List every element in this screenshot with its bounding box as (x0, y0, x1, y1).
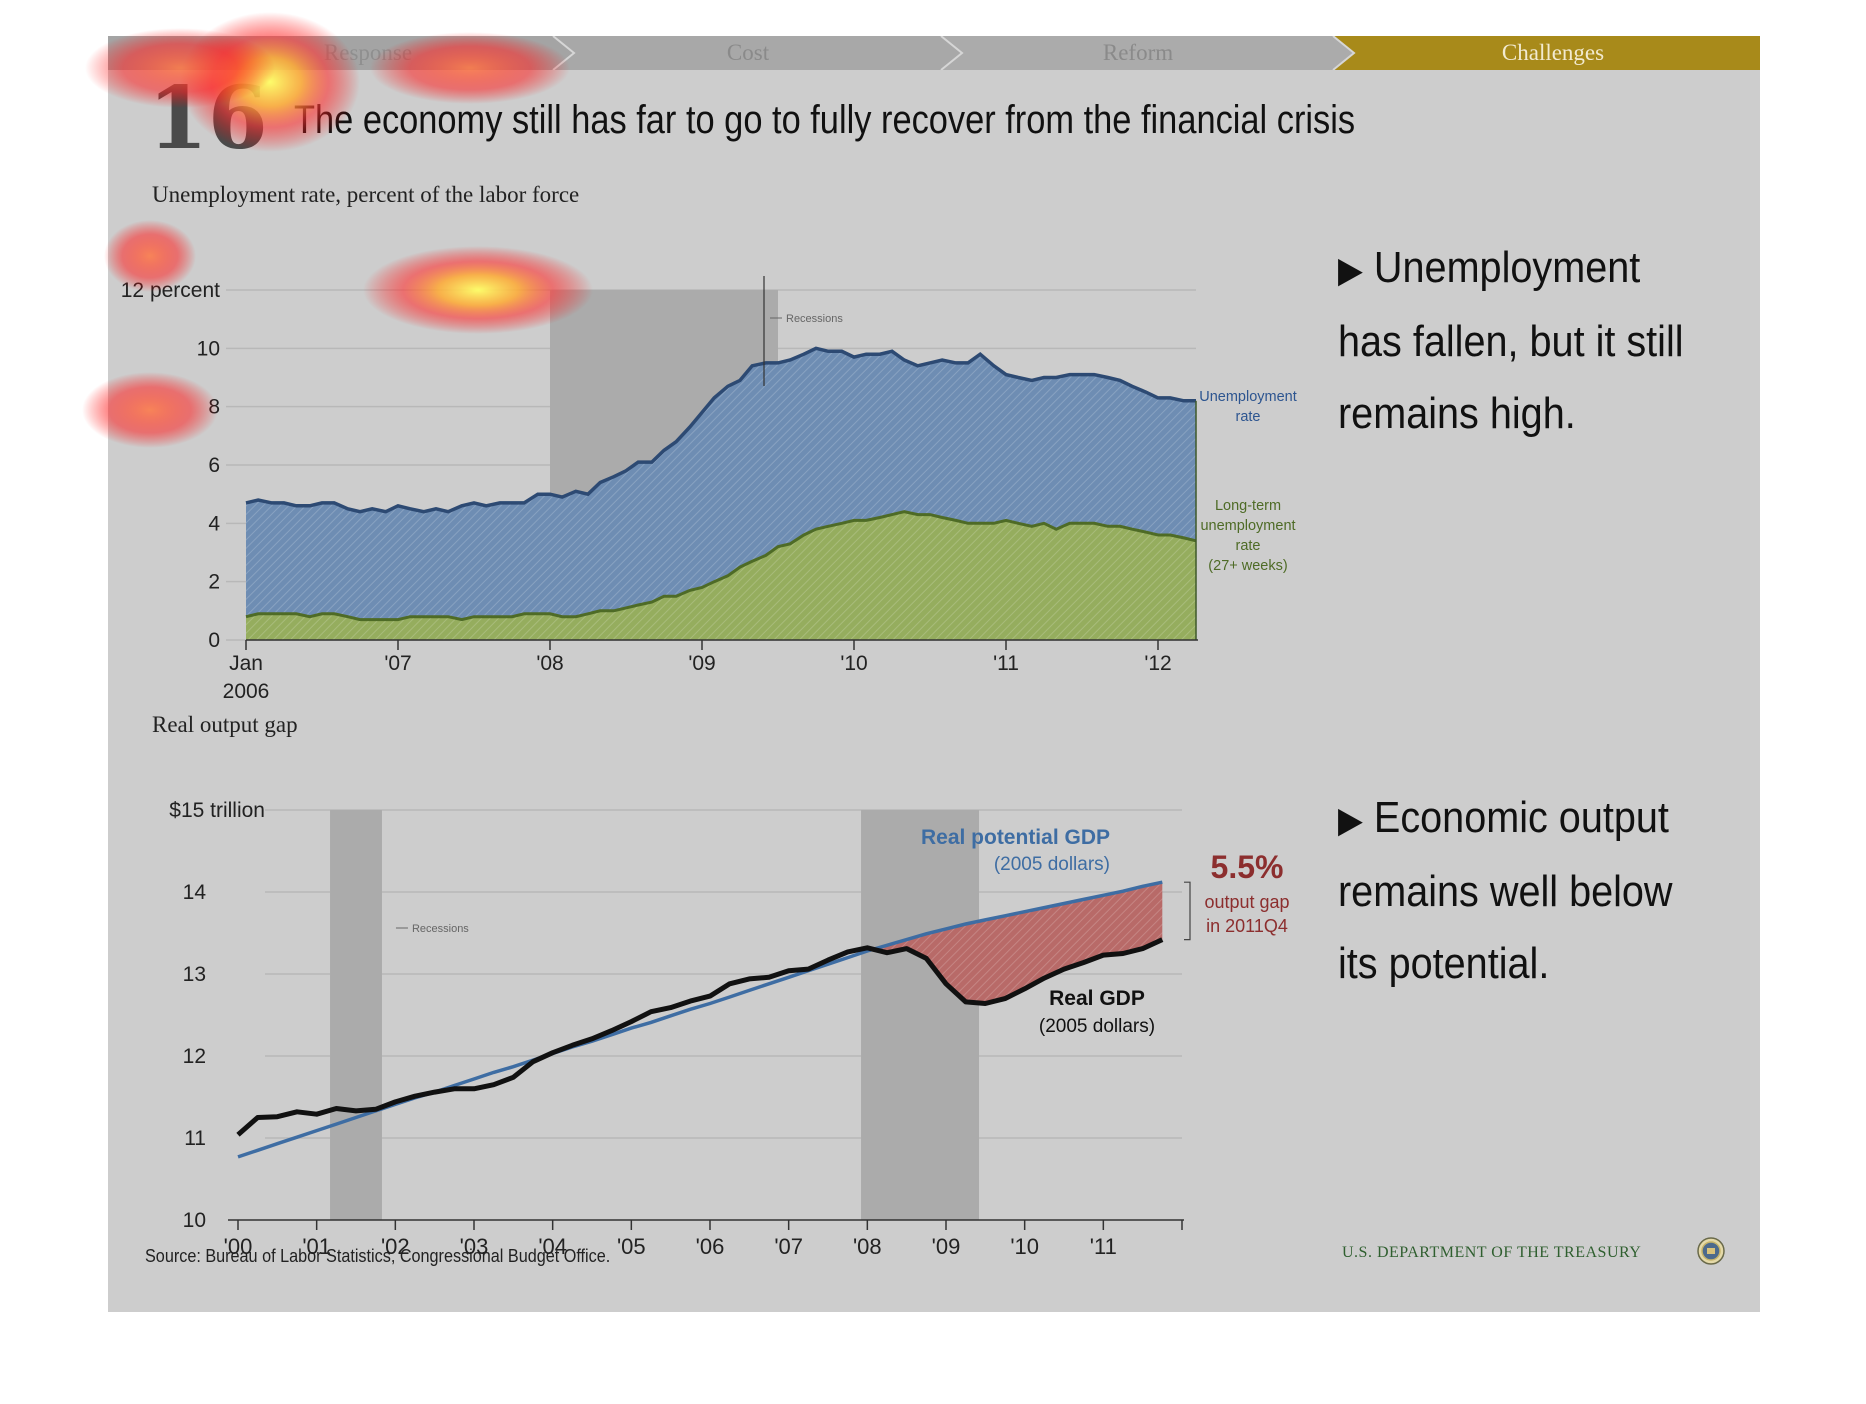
x-tick-label: '01 (302, 1234, 331, 1259)
recession-label: Recessions (786, 313, 843, 325)
y-tick-label: $15 trillion (169, 799, 265, 822)
recession-band (861, 810, 980, 1220)
treasury-seal-icon (1697, 1237, 1725, 1265)
x-tick-label: '11 (993, 652, 1019, 675)
nav-cost[interactable]: Cost (726, 40, 770, 65)
nav-chevron-2 (940, 36, 964, 71)
bullet-output: ▶ Economic output remains well below its… (1338, 782, 1698, 1000)
y-tick-label: 2 (208, 571, 220, 594)
longterm-series-label: Long-term unemployment rate (27+ weeks) (1200, 498, 1295, 574)
output-gap-value: 5.5% (1211, 849, 1284, 885)
bullet-triangle-icon: ▶ (1338, 799, 1363, 840)
nav-chevron-3 (1332, 36, 1356, 71)
unemployment-series-label: Unemployment rate (1199, 389, 1297, 425)
y-tick-label: 11 (184, 1127, 206, 1150)
x-tick-label: '12 (1144, 652, 1171, 675)
unemployment-chart: 12 percent 10 8 6 4 2 0 Jan 2006 '07 '08 '09 '10 '11… (121, 276, 1297, 703)
x-tick-label: '06 (696, 1234, 725, 1259)
output-gap-label: output gap (1204, 892, 1289, 912)
output-gap-period: in 2011Q4 (1206, 916, 1288, 936)
x-tick-label: '08 (853, 1234, 882, 1259)
x-tick-label: '07 (774, 1234, 803, 1259)
output-gap-area-hatch (867, 882, 1163, 1004)
unemployment-line (245, 346, 1196, 514)
y-tick-label: 8 (208, 396, 220, 419)
y-tick-label: 10 (197, 337, 220, 360)
x-tick-label: '04 (538, 1234, 567, 1259)
y-tick-label: 13 (183, 963, 206, 986)
real-gdp-sublabel: (2005 dollars) (1039, 1016, 1155, 1037)
x-tick-label: '10 (840, 652, 867, 675)
potential-gdp-sublabel: (2005 dollars) (994, 854, 1110, 875)
x-tick-label: '02 (381, 1234, 410, 1259)
slide-title: The economy still has far to go to fully… (294, 98, 1356, 142)
nav-segment-reform-bg (941, 36, 1354, 70)
y-tick-label: 4 (208, 512, 220, 535)
x-tick-label: '08 (536, 652, 563, 675)
y-tick-label: 14 (183, 881, 207, 904)
nav-response[interactable]: Response (323, 40, 413, 65)
y-tick-label: 12 (183, 1045, 206, 1068)
treasury-wordmark: U.S. DEPARTMENT OF THE TREASURY (1342, 1244, 1642, 1261)
nav-segment-challenges-bg (1333, 36, 1760, 70)
unemployment-chart-title: Unemployment rate, percent of the labor … (152, 182, 580, 207)
bullet-text: Economic output remains well below its p… (1338, 793, 1673, 988)
nav-challenges[interactable]: Challenges (1501, 40, 1605, 65)
y-tick-label: 10 (183, 1209, 206, 1232)
x-tick-label: '03 (460, 1234, 489, 1259)
x-tick-label: '09 (688, 652, 715, 675)
x-tick-label: '09 (932, 1234, 961, 1259)
recession-band (330, 810, 382, 1220)
nav-reform[interactable]: Reform (1102, 40, 1174, 65)
x-tick-label: '05 (617, 1234, 646, 1259)
output-gap-bracket (1184, 881, 1191, 941)
y-tick-label: 12 percent (121, 279, 220, 302)
x-tick-label: '00 (224, 1234, 253, 1259)
slide: Response Cost Reform Challenges 16 The e… (108, 36, 1760, 1312)
bullet-text: Unemployment has fallen, but it still re… (1338, 243, 1684, 438)
output-gap-chart-title: Real output gap (152, 712, 298, 737)
x-tick-label: '11 (1090, 1234, 1117, 1259)
output-gap-chart: $15 trillion 14 13 12 11 10 '00 '01 '02 '03 '04 '0… (169, 799, 1289, 1259)
recession-label: Recessions (412, 923, 469, 935)
y-tick-label: 6 (208, 454, 220, 477)
source-note: Source: Bureau of Labor Statistics, Cong… (145, 1246, 611, 1266)
y-tick-label: 0 (208, 629, 220, 652)
slide-number: 16 (148, 68, 268, 169)
bullet-unemployment: ▶ Unemployment has fallen, but it still … (1338, 232, 1698, 450)
bullet-triangle-icon: ▶ (1338, 249, 1363, 290)
potential-gdp-label: Real potential GDP (921, 826, 1110, 849)
longterm-line (245, 510, 1197, 622)
section-nav: Response Cost Reform Challenges (108, 36, 1760, 71)
x-tick-label: Jan 2006 (223, 652, 270, 703)
x-tick-label: '10 (1010, 1234, 1039, 1259)
x-tick-label: '07 (384, 652, 411, 675)
real-gdp-label: Real GDP (1049, 987, 1145, 1010)
nav-segment-cost-bg (553, 36, 962, 70)
longterm-area-hatch (246, 511, 1196, 640)
real-gdp-line (236, 937, 1164, 1137)
